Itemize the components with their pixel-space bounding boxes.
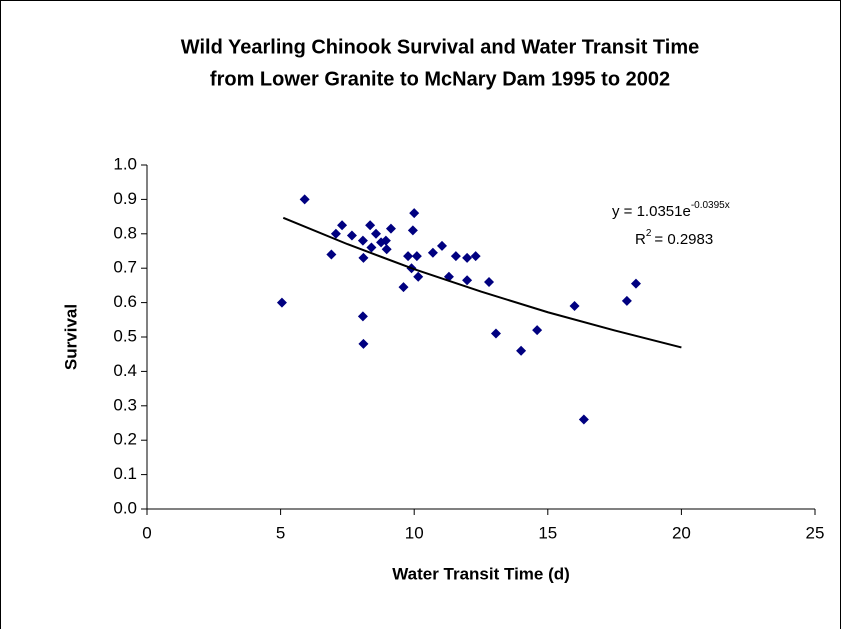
equation-exponent: -0.0395x <box>691 200 730 211</box>
data-point <box>276 297 287 308</box>
chart-title: from Lower Granite to McNary Dam 1995 to… <box>210 68 670 90</box>
data-point <box>358 338 369 349</box>
y-tick-label: 0.3 <box>113 395 137 414</box>
r-squared-label: R <box>635 231 646 248</box>
r-squared-value: = 0.2983 <box>654 231 713 248</box>
y-tick-label: 0.4 <box>113 361 137 380</box>
x-tick-label: 20 <box>672 523 691 542</box>
data-point <box>630 278 641 289</box>
data-point <box>385 223 396 234</box>
y-tick-label: 0.5 <box>113 326 137 345</box>
data-point <box>490 328 501 339</box>
data-point <box>358 252 369 263</box>
y-tick-label: 0.1 <box>113 464 137 483</box>
data-point <box>299 194 310 205</box>
x-tick-label: 5 <box>276 523 285 542</box>
y-tick-label: 0.9 <box>113 189 137 208</box>
data-point <box>337 220 348 231</box>
y-tick-label: 0.2 <box>113 430 137 449</box>
data-point <box>380 235 391 246</box>
y-tick-label: 0.6 <box>113 292 137 311</box>
data-point <box>398 282 409 293</box>
data-point <box>346 230 357 241</box>
data-point <box>357 311 368 322</box>
data-point <box>411 251 422 262</box>
data-point <box>326 249 337 260</box>
data-point <box>381 244 392 255</box>
x-tick-label: 15 <box>538 523 557 542</box>
data-point <box>516 345 527 356</box>
data-point <box>366 242 377 253</box>
data-point <box>357 235 368 246</box>
equation: y = 1.0351e <box>612 203 691 220</box>
r-squared-exponent: 2 <box>646 228 652 239</box>
data-point <box>427 247 438 258</box>
x-tick-label: 10 <box>405 523 424 542</box>
data-point <box>470 251 481 262</box>
data-point <box>409 208 420 219</box>
data-point <box>365 220 376 231</box>
data-point <box>578 414 589 425</box>
x-tick-label: 0 <box>142 523 151 542</box>
trend-equation: y = 1.0351e-0.0395x <box>612 200 730 220</box>
y-tick-label: 1.0 <box>113 154 137 173</box>
y-tick-label: 0.7 <box>113 258 137 277</box>
trend-line <box>282 216 682 349</box>
data-point <box>330 228 341 239</box>
data-point <box>403 251 414 262</box>
data-point <box>569 301 580 312</box>
data-point <box>621 295 632 306</box>
y-tick-label: 0.8 <box>113 223 137 242</box>
data-point <box>484 276 495 287</box>
data-point <box>532 325 543 336</box>
data-point <box>462 252 473 263</box>
r-squared: R2 = 0.2983 <box>635 228 713 248</box>
chart-title: Wild Yearling Chinook Survival and Water… <box>181 36 699 58</box>
x-tick-label: 25 <box>806 523 825 542</box>
data-point <box>370 228 381 239</box>
data-point <box>436 240 447 251</box>
y-tick-label: 0.0 <box>113 498 137 517</box>
y-axis-label: Survival <box>61 304 80 370</box>
data-point <box>413 271 424 282</box>
data-point <box>450 251 461 262</box>
x-axis-label: Water Transit Time (d) <box>392 564 570 583</box>
data-point <box>462 275 473 286</box>
data-point <box>407 225 418 236</box>
